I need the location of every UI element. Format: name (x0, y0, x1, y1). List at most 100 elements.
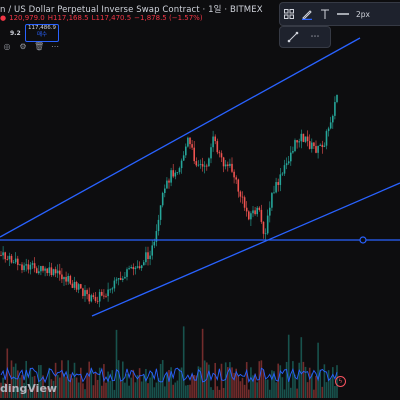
volume-bar (214, 362, 216, 398)
candle-body (250, 213, 252, 220)
volume-bar (235, 368, 237, 398)
flash-icon[interactable]: ϟ (335, 376, 346, 387)
candle-body (31, 263, 34, 265)
tradingview-watermark: dingView (0, 382, 58, 395)
volume-bar (287, 334, 290, 398)
quantity-label: 9.2 (10, 30, 21, 37)
volume-bar (61, 360, 63, 398)
candlestick-series (0, 94, 338, 308)
candle-body (317, 145, 319, 153)
candle-body (54, 269, 57, 274)
candle-body (195, 161, 198, 166)
volume-bar (126, 374, 128, 398)
volume-bar (52, 380, 55, 398)
volume-bar (109, 380, 111, 398)
candle-body (113, 280, 116, 289)
volume-bar (206, 362, 208, 398)
candle-body (153, 241, 156, 246)
volume-bar (12, 366, 15, 398)
candle-body (52, 269, 55, 276)
diagonal-line-icon[interactable] (284, 28, 302, 46)
volume-bar (48, 367, 51, 398)
volume-bar (46, 386, 48, 398)
candle-body (71, 283, 74, 288)
buy-price-box[interactable]: 117,486.9 매수 (25, 24, 59, 42)
candle-body (166, 180, 168, 189)
pencil-icon[interactable] (298, 5, 316, 23)
settings-icon[interactable]: ⚙ (19, 42, 27, 51)
volume-bar (248, 389, 250, 398)
more-icon[interactable]: ⋯ (51, 42, 59, 51)
volume-bar (266, 379, 269, 398)
layout-icon[interactable] (280, 5, 298, 23)
candle-body (42, 266, 44, 271)
candle-body (170, 170, 172, 183)
candle-body (107, 289, 109, 297)
candle-body (187, 137, 189, 147)
candle-body (155, 231, 158, 242)
volume-bar (271, 370, 273, 398)
volume-bar (317, 342, 319, 398)
stroke-width-label[interactable]: 2px (356, 9, 370, 19)
volume-bar (130, 377, 132, 398)
more-options-icon[interactable]: ⋯ (310, 32, 320, 42)
buy-label: 매수 (36, 32, 48, 38)
volume-bar (44, 385, 46, 398)
volume-bar (77, 382, 80, 398)
candle-body (269, 207, 271, 216)
volume-bar (197, 366, 200, 398)
candle-body (260, 209, 263, 222)
candle-body (304, 136, 307, 142)
text-icon[interactable] (316, 5, 334, 23)
high-value: H117,168.5 (47, 14, 89, 22)
volume-bar (147, 383, 149, 398)
volume-bar (119, 380, 122, 398)
candle-body (86, 290, 88, 295)
volume-bar (157, 378, 160, 398)
candle-body (237, 179, 240, 192)
candle-body (119, 278, 122, 281)
volume-bar (92, 385, 95, 398)
candle-body (264, 233, 267, 235)
horizontal-ray-handle[interactable] (359, 236, 367, 244)
volume-bar (101, 385, 103, 398)
eye-icon[interactable]: ◎ (3, 42, 11, 51)
candle-body (199, 164, 202, 165)
candle-body (6, 259, 9, 260)
candle-body (241, 196, 244, 198)
volume-bar (218, 389, 221, 398)
symbol-title[interactable]: n / US Dollar Perpetual Inverse Swap Con… (0, 5, 263, 15)
volume-bar (56, 375, 59, 398)
candle-body (111, 288, 114, 290)
candle-body (227, 164, 229, 166)
volume-bar (19, 377, 21, 398)
volume-bar (264, 379, 267, 398)
volume-bar (86, 375, 88, 398)
candle-body (224, 164, 227, 167)
volume-bar (82, 383, 84, 398)
volume-bar (31, 376, 34, 398)
trash-icon[interactable]: 🗑 (34, 42, 45, 51)
line-style-icon[interactable] (334, 5, 352, 23)
channel-upper-trendline[interactable] (0, 37, 361, 238)
volume-bar (329, 378, 332, 398)
candle-body (23, 265, 25, 271)
candle-body (235, 177, 237, 180)
candle-body (124, 276, 126, 279)
candle-body (126, 269, 128, 277)
channel-lower-trendline[interactable] (91, 182, 400, 317)
candle-body (281, 173, 284, 175)
candle-body (33, 263, 36, 269)
volume-histogram (0, 326, 338, 398)
volume-bar (25, 360, 27, 398)
candle-body (88, 294, 90, 302)
volume-bar (294, 374, 296, 398)
volume-bar (233, 372, 235, 398)
volume-bar (176, 380, 179, 398)
candle-body (168, 180, 170, 183)
candle-body (287, 161, 290, 164)
candle-body (271, 193, 273, 208)
candle-body (229, 163, 231, 166)
candle-body (231, 163, 233, 172)
